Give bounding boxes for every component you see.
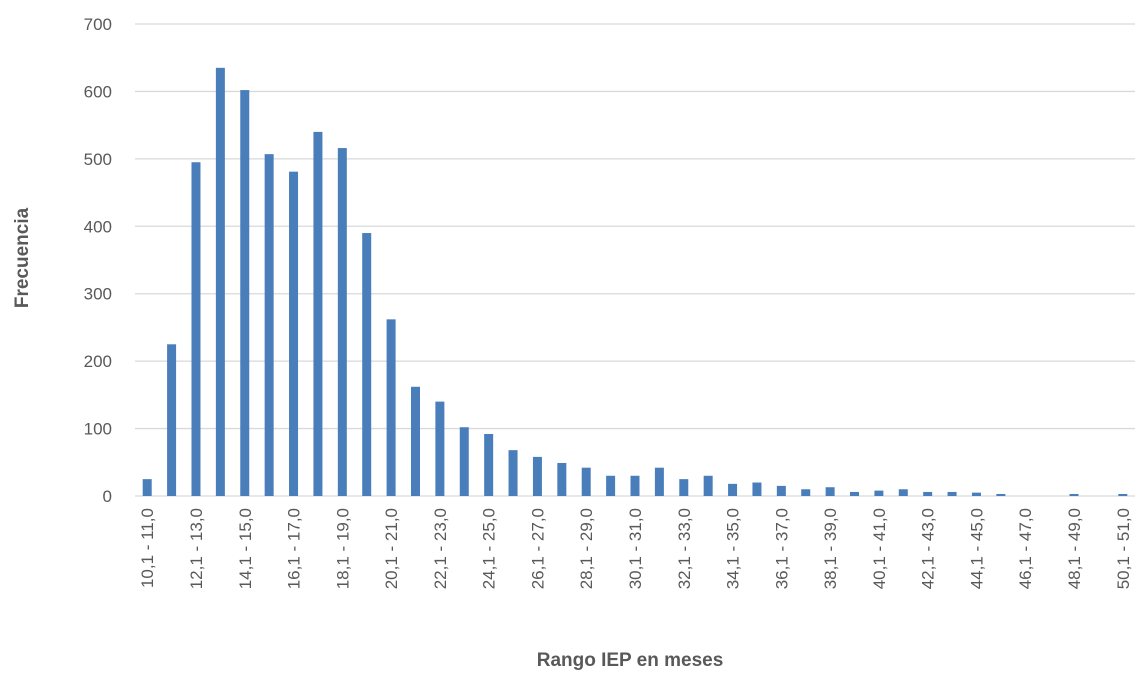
x-tick-label: 24,1 - 25,0 (480, 508, 499, 589)
x-axis-ticks: 10,1 - 11,0 12,1 - 13,0 14,1 - 15,0 16,1 - … (138, 508, 1133, 589)
bar (459, 427, 469, 496)
x-tick-label: 40,1 - 41,0 (870, 508, 889, 589)
bar (215, 67, 225, 496)
y-tick-label: 400 (84, 217, 112, 236)
y-axis-ticks: 0 100 200 300 400 500 600 700 (84, 15, 112, 506)
bar (923, 491, 933, 496)
y-axis-title: Frecuencia (12, 207, 33, 308)
bar (776, 485, 786, 496)
y-tick-label: 600 (84, 82, 112, 101)
x-tick-label: 26,1 - 27,0 (528, 508, 547, 589)
bar (703, 475, 713, 496)
bar (289, 171, 299, 497)
bar (264, 154, 274, 496)
x-tick-label: 16,1 - 17,0 (285, 508, 304, 589)
bar (752, 482, 762, 496)
x-tick-label: 48,1 - 49,0 (1065, 508, 1084, 589)
y-tick-label: 700 (84, 15, 112, 34)
bar (1118, 493, 1128, 496)
bar (313, 131, 323, 496)
y-tick-label: 300 (84, 285, 112, 304)
bar (191, 162, 201, 497)
bar (679, 479, 689, 496)
bar (850, 491, 860, 496)
bar (386, 319, 396, 496)
bar (654, 467, 664, 496)
y-tick-label: 0 (103, 487, 112, 506)
bar (581, 467, 591, 496)
bar (435, 401, 445, 496)
bar (337, 148, 347, 496)
x-tick-label: 18,1 - 19,0 (333, 508, 352, 589)
y-tick-label: 200 (84, 352, 112, 371)
bar (971, 492, 981, 496)
bar (508, 450, 518, 496)
x-axis-title: Rango IEP en meses (537, 650, 724, 671)
bar (825, 487, 835, 496)
x-tick-label: 30,1 - 31,0 (626, 508, 645, 589)
x-tick-label: 44,1 - 45,0 (967, 508, 986, 589)
bar (606, 475, 616, 496)
bar (532, 456, 542, 496)
x-tick-label: 34,1 - 35,0 (724, 508, 743, 589)
bar (898, 489, 908, 496)
bar (630, 475, 640, 496)
x-tick-label: 12,1 - 13,0 (187, 508, 206, 589)
x-tick-label: 42,1 - 43,0 (919, 508, 938, 589)
y-tick-label: 500 (84, 150, 112, 169)
x-tick-label: 14,1 - 15,0 (236, 508, 255, 589)
x-tick-label: 46,1 - 47,0 (1016, 508, 1035, 589)
x-tick-label: 38,1 - 39,0 (821, 508, 840, 589)
bar (947, 491, 957, 496)
x-tick-label: 10,1 - 11,0 (138, 508, 157, 588)
bar (410, 386, 420, 496)
x-tick-label: 28,1 - 29,0 (577, 508, 596, 589)
bar (167, 344, 177, 496)
bars (142, 67, 1128, 497)
x-tick-label: 22,1 - 23,0 (431, 508, 450, 589)
x-tick-label: 32,1 - 33,0 (675, 508, 694, 589)
bar (1069, 493, 1079, 496)
x-tick-label: 20,1 - 21,0 (382, 508, 401, 589)
bar (484, 433, 494, 496)
bar (142, 479, 152, 496)
bar (801, 489, 811, 496)
bar (240, 90, 250, 496)
x-tick-label: 50,1 - 51,0 (1114, 508, 1133, 589)
x-tick-label: 36,1 - 37,0 (772, 508, 791, 589)
gridlines (135, 23, 1135, 497)
bar (728, 483, 738, 496)
bar (874, 490, 884, 496)
bar (996, 493, 1006, 496)
y-tick-label: 100 (84, 420, 112, 439)
bar (557, 462, 567, 496)
bar (362, 233, 372, 496)
